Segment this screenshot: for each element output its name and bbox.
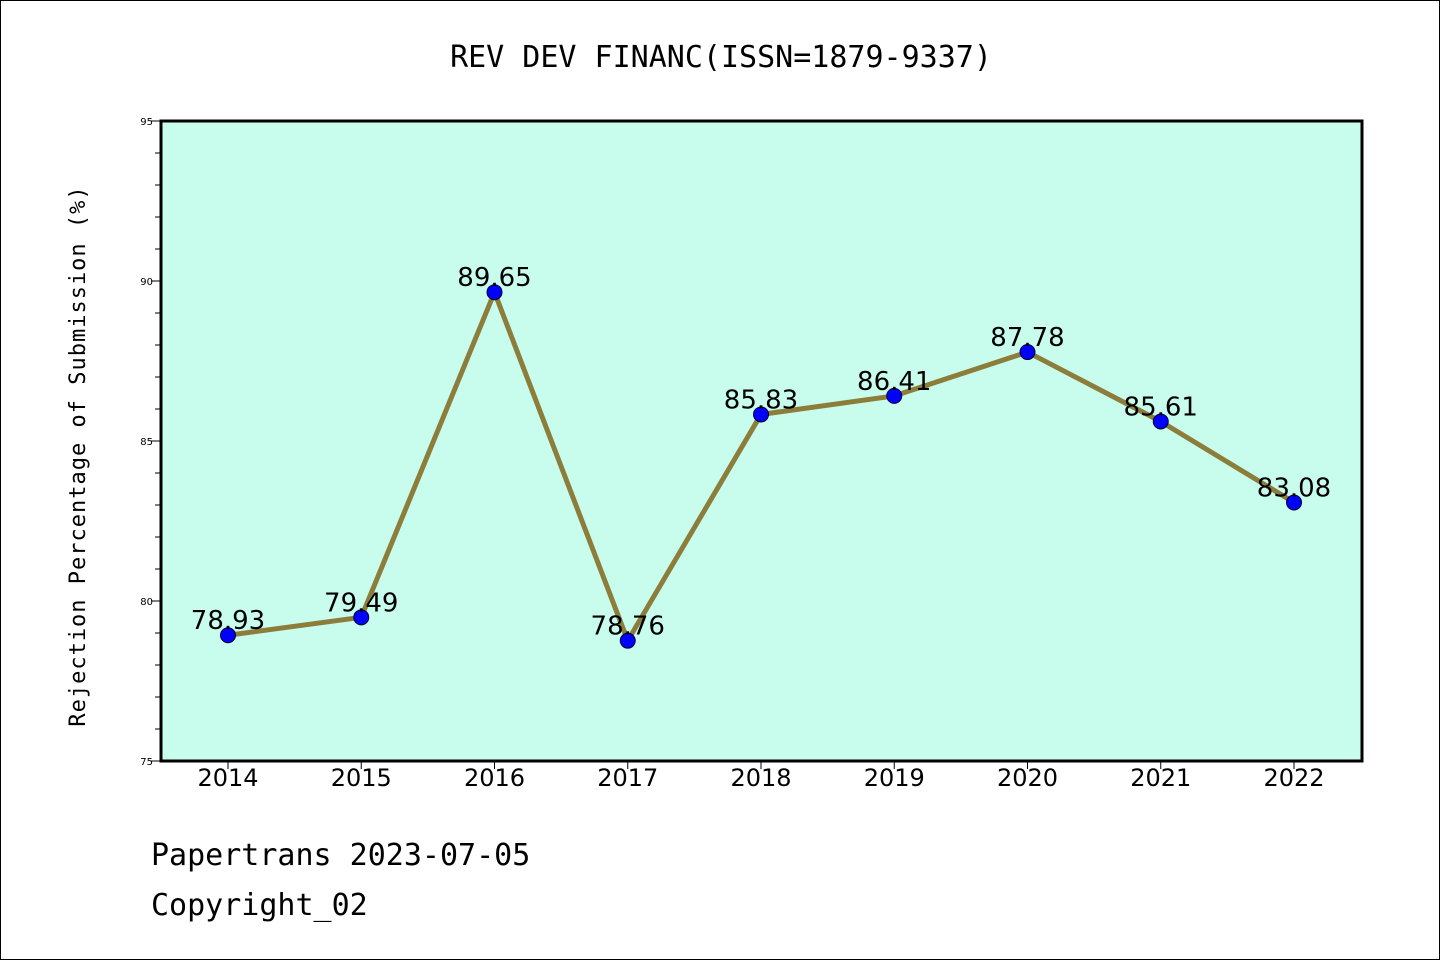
data-point xyxy=(486,284,503,301)
data-point xyxy=(753,406,769,423)
y-tick-label: 90 xyxy=(140,277,153,288)
data-label: 85.83 xyxy=(724,385,798,415)
y-tick-label: 95 xyxy=(140,117,153,128)
data-label: 79.49 xyxy=(324,588,398,618)
data-point xyxy=(619,632,636,649)
data-label: 78.93 xyxy=(191,606,265,636)
data-point xyxy=(220,627,236,644)
x-tick-label: 2015 xyxy=(331,764,392,792)
x-tick-label: 2014 xyxy=(197,764,258,792)
x-axis: 2014 2015 2016 2017 2018 2019 2020 2021 2022 xyxy=(197,761,1325,792)
y-tick-label: 85 xyxy=(140,437,153,448)
data-label: 78.76 xyxy=(591,612,665,642)
x-tick-label: 2018 xyxy=(730,764,791,792)
data-point xyxy=(886,387,903,404)
x-tick-label: 2019 xyxy=(864,764,925,792)
data-label: 83.08 xyxy=(1257,473,1331,503)
y-axis-label: Rejection Percentage of Submission (%) xyxy=(66,185,91,726)
y-axis: 75 80 85 90 95 xyxy=(140,117,161,768)
y-tick-label: 75 xyxy=(140,757,153,768)
data-label: 86.41 xyxy=(857,367,931,397)
data-point xyxy=(1286,494,1302,511)
x-tick-label: 2017 xyxy=(597,764,658,792)
data-label: 89.65 xyxy=(457,263,531,293)
data-points xyxy=(220,284,1302,649)
data-label: 87.78 xyxy=(990,323,1064,353)
data-point xyxy=(1019,344,1036,361)
x-tick-label: 2022 xyxy=(1263,764,1324,792)
x-tick-label: 2016 xyxy=(464,764,525,792)
y-tick-label: 80 xyxy=(140,597,153,608)
data-point xyxy=(1152,413,1169,430)
x-tick-label: 2021 xyxy=(1130,764,1191,792)
footer-date-line: Papertrans 2023-07-05 xyxy=(151,838,530,873)
plot-area xyxy=(159,119,1364,763)
chart-title: REV DEV FINANC(ISSN=1879-9337) xyxy=(450,40,992,75)
footer-copyright: Copyright_02 xyxy=(151,888,368,923)
x-tick-label: 2020 xyxy=(997,764,1058,792)
data-point xyxy=(353,609,370,626)
data-label: 85.61 xyxy=(1124,392,1198,422)
data-labels: 78.93 79.49 89.65 78.76 85.83 86.41 87.78 85.61… xyxy=(191,263,1331,641)
